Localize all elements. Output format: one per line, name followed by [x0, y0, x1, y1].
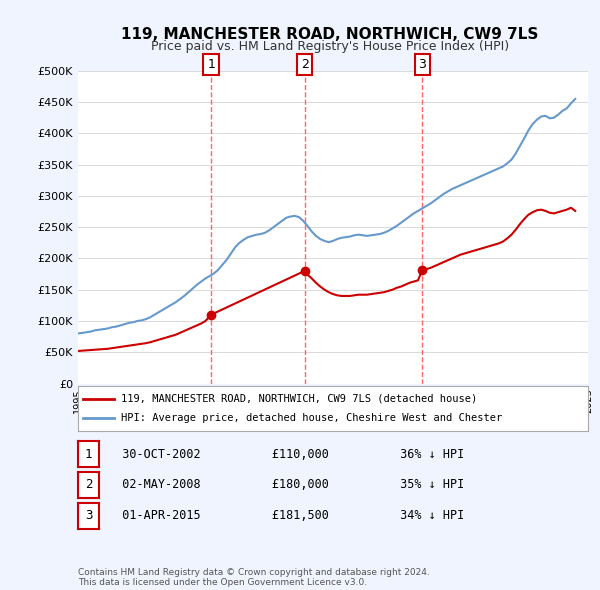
Text: Price paid vs. HM Land Registry's House Price Index (HPI): Price paid vs. HM Land Registry's House …	[151, 40, 509, 53]
Text: 02-MAY-2008          £180,000          35% ↓ HPI: 02-MAY-2008 £180,000 35% ↓ HPI	[108, 478, 464, 491]
Text: 3: 3	[85, 509, 92, 522]
Text: 1: 1	[85, 448, 92, 461]
Text: 119, MANCHESTER ROAD, NORTHWICH, CW9 7LS: 119, MANCHESTER ROAD, NORTHWICH, CW9 7LS	[121, 27, 539, 41]
Text: Contains HM Land Registry data © Crown copyright and database right 2024.
This d: Contains HM Land Registry data © Crown c…	[78, 568, 430, 587]
Text: 3: 3	[418, 58, 426, 71]
Text: 30-OCT-2002          £110,000          36% ↓ HPI: 30-OCT-2002 £110,000 36% ↓ HPI	[108, 448, 464, 461]
Text: HPI: Average price, detached house, Cheshire West and Chester: HPI: Average price, detached house, Ches…	[121, 414, 503, 423]
Text: 2: 2	[301, 58, 308, 71]
Text: 1: 1	[207, 58, 215, 71]
Text: 2: 2	[85, 478, 92, 491]
Text: 01-APR-2015          £181,500          34% ↓ HPI: 01-APR-2015 £181,500 34% ↓ HPI	[108, 509, 464, 522]
Text: 119, MANCHESTER ROAD, NORTHWICH, CW9 7LS (detached house): 119, MANCHESTER ROAD, NORTHWICH, CW9 7LS…	[121, 394, 478, 404]
